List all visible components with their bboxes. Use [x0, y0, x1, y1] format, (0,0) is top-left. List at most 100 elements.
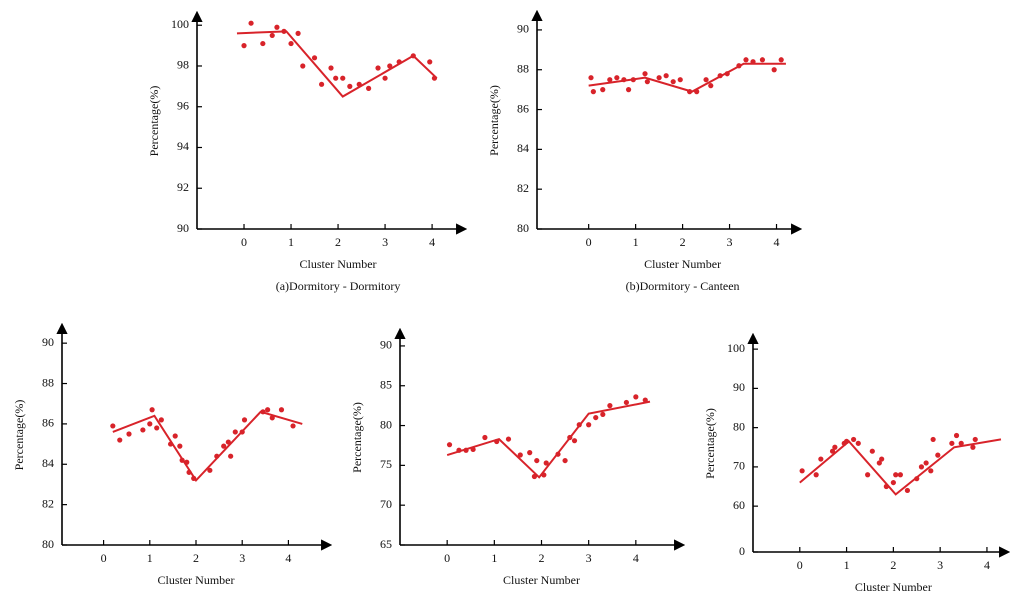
data-point — [431, 75, 438, 81]
data-point — [167, 441, 174, 447]
data-point — [260, 409, 266, 415]
data-point — [463, 447, 469, 453]
data-point — [813, 472, 819, 478]
y-tick-label: 98 — [177, 58, 189, 72]
data-point — [269, 415, 275, 421]
data-point — [890, 479, 896, 486]
y-tick-label: 92 — [177, 180, 189, 194]
data-point — [295, 30, 301, 36]
x-tick-label: 1 — [844, 558, 850, 572]
data-point — [356, 81, 362, 87]
x-tick-label: 1 — [288, 235, 294, 249]
data-point — [300, 63, 306, 69]
data-point — [972, 436, 978, 443]
x-tick-label: 0 — [444, 551, 450, 565]
data-point — [642, 397, 648, 403]
data-point — [278, 407, 285, 413]
data-point — [607, 403, 613, 409]
data-point — [239, 429, 245, 435]
data-point — [883, 483, 889, 490]
y-tick-label: 90 — [733, 380, 745, 394]
data-point — [555, 451, 561, 457]
data-point — [126, 431, 132, 437]
data-point — [930, 436, 936, 443]
data-point — [935, 452, 941, 458]
data-point — [970, 444, 976, 450]
data-point — [928, 468, 934, 474]
data-point — [644, 79, 650, 85]
chart-panel: 0 60 70 80 90 100 0 1 2 3 4 Cluster Number Percentag… — [703, 332, 1011, 594]
data-point — [869, 448, 875, 454]
data-point — [494, 438, 500, 445]
data-point — [241, 417, 248, 423]
data-point — [687, 89, 693, 95]
data-point — [186, 469, 192, 475]
data-point — [829, 448, 836, 454]
data-point — [600, 87, 606, 93]
y-tick-label: 75 — [380, 457, 392, 471]
x-tick-label: 3 — [239, 551, 245, 565]
x-tick-label: 1 — [147, 551, 153, 565]
data-point — [586, 422, 592, 428]
chart-panel: 65 70 75 80 85 90 0 1 2 3 4 Cluster Number Percentag… — [350, 327, 686, 587]
data-point — [110, 423, 116, 429]
y-tick-label: 80 — [517, 221, 529, 235]
data-point — [708, 83, 714, 89]
data-point — [571, 438, 578, 444]
data-point — [832, 444, 838, 450]
data-point — [427, 59, 433, 65]
fit-line — [446, 400, 651, 479]
panel-caption: (a)Dormitory - Dormitory — [276, 279, 401, 293]
data-point — [703, 77, 709, 83]
data-point — [625, 87, 632, 93]
data-point — [876, 460, 882, 466]
x-tick-label: 2 — [335, 235, 341, 249]
y-tick-label: 70 — [380, 497, 392, 511]
x-tick-label: 3 — [382, 235, 388, 249]
y-tick-label: 85 — [380, 377, 392, 391]
y-axis-label: Percentage(%) — [12, 400, 26, 471]
data-point — [410, 53, 416, 59]
data-point — [505, 436, 512, 442]
data-point — [949, 440, 955, 446]
data-point — [541, 472, 547, 478]
data-point — [855, 440, 861, 446]
data-point — [799, 468, 805, 474]
data-point — [588, 75, 594, 81]
x-tick-label: 2 — [539, 551, 545, 565]
data-point — [191, 475, 197, 481]
data-point — [607, 77, 613, 83]
data-point — [311, 55, 318, 61]
data-point — [517, 452, 523, 458]
y-tick-label: 90 — [177, 221, 189, 235]
data-point — [621, 77, 627, 83]
data-point — [177, 443, 183, 449]
data-point — [214, 453, 220, 459]
data-point — [694, 89, 700, 95]
data-point — [865, 472, 871, 478]
y-tick-label: 84 — [42, 456, 54, 470]
data-point — [274, 24, 280, 30]
data-point — [396, 59, 402, 65]
data-point — [724, 71, 730, 77]
data-point — [117, 437, 123, 443]
y-tick-label: 88 — [42, 375, 54, 389]
data-point — [818, 456, 824, 462]
data-point — [482, 434, 488, 441]
data-point — [260, 40, 266, 47]
data-point — [333, 75, 339, 81]
data-point — [375, 65, 381, 71]
panel-caption: (b)Dormitory - Canteen — [626, 279, 740, 293]
data-point — [446, 442, 453, 448]
y-axis-label: Percentage(%) — [350, 402, 364, 473]
data-point — [633, 394, 639, 400]
data-point — [527, 450, 533, 456]
data-point — [850, 436, 857, 443]
data-point — [456, 447, 462, 453]
data-point — [590, 89, 596, 95]
x-tick-label: 3 — [586, 551, 592, 565]
fit-line — [112, 410, 303, 483]
data-point — [382, 75, 388, 81]
data-point — [656, 75, 662, 81]
data-point — [759, 57, 766, 63]
